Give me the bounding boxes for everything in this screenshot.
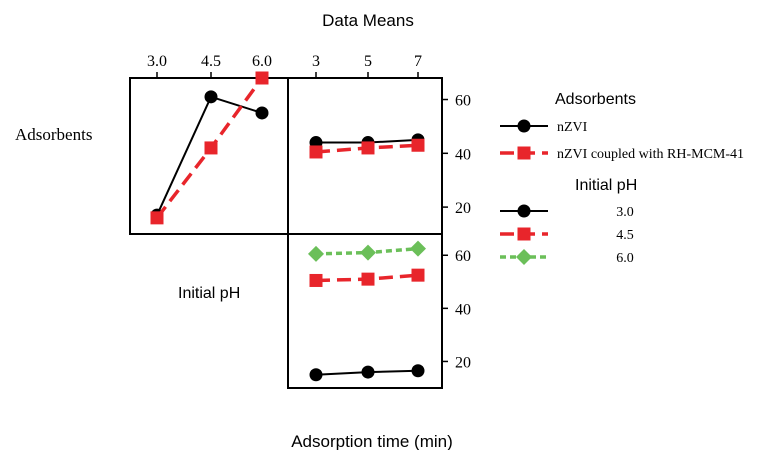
y-tick-label: 40 [455,301,471,318]
data-point [411,268,425,282]
data-point [309,273,323,287]
data-point [361,272,375,286]
data-point [411,364,425,378]
legend-marker [517,204,531,218]
legend-ph-title: Initial pH [575,177,637,194]
legend-label: 3.0 [616,205,634,220]
x-tick-label: 7 [414,53,422,70]
y-tick-label: 60 [455,93,471,110]
legend-marker [516,249,532,265]
row-label-adsorbents: Adsorbents [15,125,92,144]
legend-label: nZVI [557,120,588,135]
legend-label: 4.5 [616,228,634,243]
data-point [204,141,218,155]
y-tick-label: 60 [455,248,471,265]
legend-label: nZVI coupled with RH-MCM-41 [557,147,744,162]
legend-marker [517,146,531,160]
legend-marker [517,119,531,133]
x-tick-label: 3.0 [147,53,167,70]
data-point [204,90,218,104]
data-point [255,71,269,85]
data-point [309,368,323,382]
chart-title: Data Means [322,11,414,30]
data-point [410,240,426,257]
panel-frame-time-ph [287,233,443,389]
data-point [308,245,324,262]
y-tick-label: 20 [455,354,471,371]
data-point [309,145,323,159]
y-tick-label: 20 [455,200,471,217]
legend-marker [517,227,531,241]
x-tick-label: 4.5 [201,53,221,70]
data-point [361,141,375,155]
legend-label: 6.0 [616,251,634,266]
x-tick-label: 6.0 [252,53,272,70]
data-point [255,106,269,120]
x-tick-label: 3 [312,53,320,70]
x-axis-label: Adsorption time (min) [291,432,453,450]
legend-adsorbents-title: Adsorbents [555,91,636,108]
data-point [411,138,425,152]
data-point [150,211,164,225]
row-label-initial-ph: Initial pH [178,285,240,302]
x-tick-label: 5 [364,53,372,70]
data-point [361,365,375,379]
data-point [360,244,376,261]
y-tick-label: 40 [455,146,471,163]
